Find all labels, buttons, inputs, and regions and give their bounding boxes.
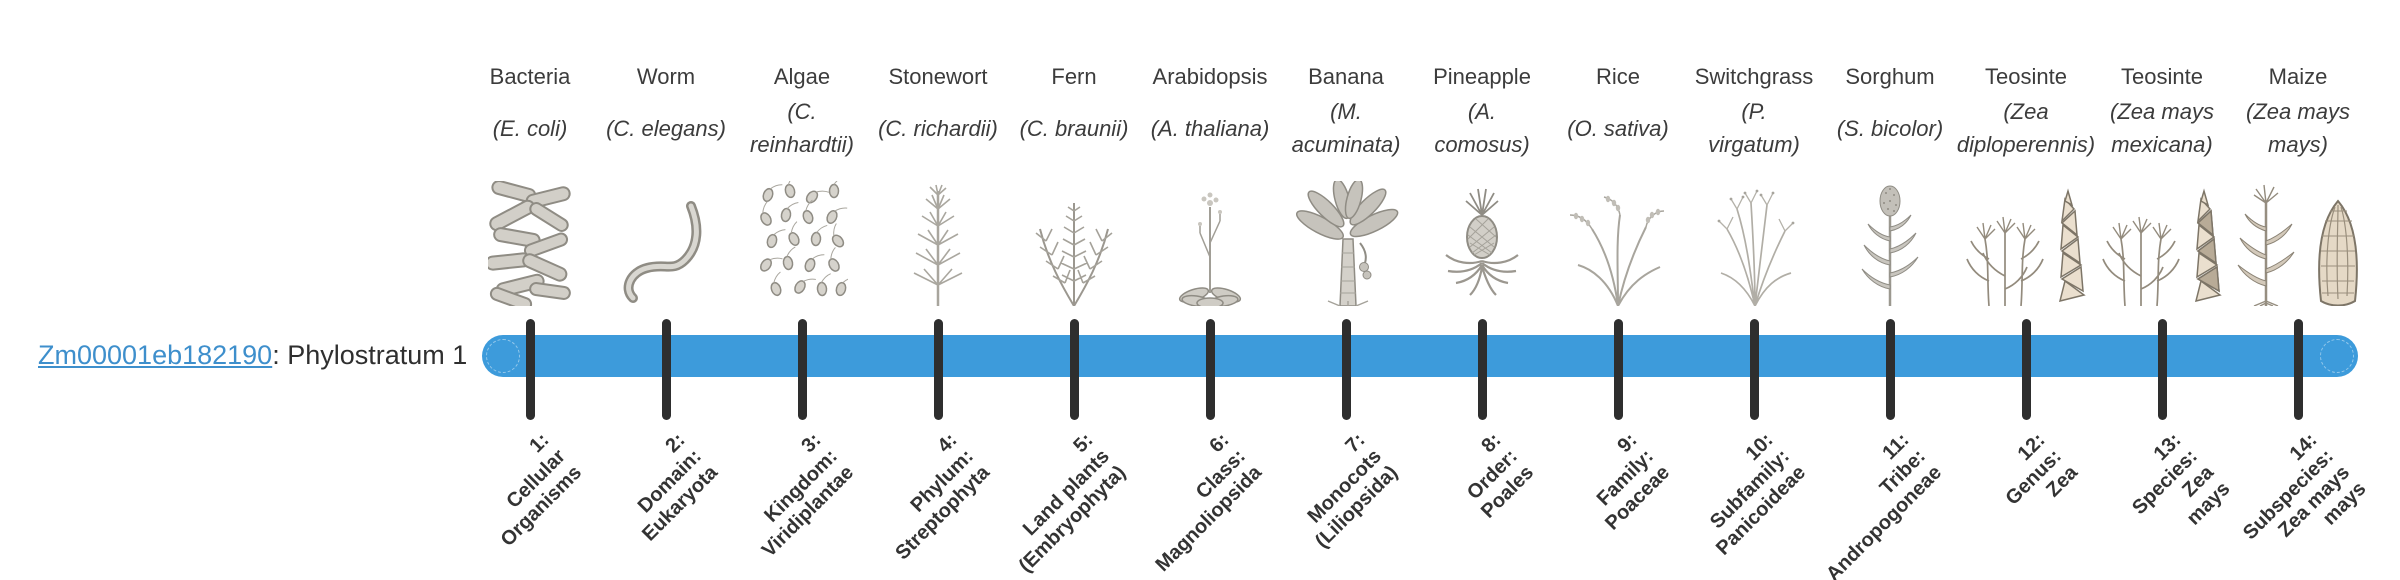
tick-8: [1478, 319, 1487, 420]
tick-7: [1342, 319, 1351, 420]
organism-column-sorghum: Sorghum (S. bicolor): [1810, 62, 1970, 306]
organism-scientific-name: (S. bicolor): [1836, 115, 1944, 141]
organism-column-rice: Rice (O. sativa): [1538, 62, 1698, 306]
organism-scientific-name: (M. acuminata): [1291, 99, 1401, 157]
pineapple-icon: [1444, 188, 1519, 296]
organism-scientific-name: (O. sativa): [1567, 115, 1669, 141]
tick-3: [798, 319, 807, 420]
organism-scientific-name: (E. coli): [492, 115, 568, 141]
tick-14: [2294, 319, 2303, 420]
tick-10: [1750, 319, 1759, 420]
organism-common-name: Worm: [636, 64, 696, 89]
organism-scientific-name: (A. comosus): [1434, 99, 1530, 157]
phylostratum-text: : Phylostratum 1: [272, 340, 468, 370]
tick-13: [2158, 319, 2167, 420]
organism-common-name: Arabidopsis: [1152, 64, 1268, 89]
arabidopsis-icon: [1178, 192, 1242, 306]
teosinte-icon: [2101, 190, 2221, 306]
banana-icon: [1295, 181, 1398, 306]
tick-6: [1206, 319, 1215, 420]
organism-column-arabidopsis: Arabidopsis (A. thaliana): [1130, 62, 1290, 306]
switchgrass-icon: [1717, 189, 1794, 306]
organism-scientific-name: (A. thaliana): [1150, 115, 1270, 141]
algae-icon: [756, 181, 848, 299]
organism-scientific-name: (Zea diploperennis): [1956, 99, 2096, 157]
organism-scientific-name: (Zea mays mexicana): [2110, 99, 2214, 157]
organism-scientific-name: (Zea mays mays): [2246, 99, 2350, 157]
timeline-bar: [482, 335, 2358, 377]
organism-column-teosinte-diploperennis: Teosinte (Zea diploperennis): [1946, 62, 2106, 306]
organism-common-name: Stonewort: [888, 64, 988, 89]
organism-column-bacteria: Bacteria (E. coli): [450, 62, 610, 306]
organism-common-name: Teosinte: [1985, 64, 2067, 89]
tick-2: [662, 319, 671, 420]
maize-icon: [2237, 184, 2358, 306]
organism-common-name: Switchgrass: [1694, 64, 1814, 89]
organism-column-maize: Maize (Zea mays mays): [2218, 62, 2378, 306]
teosinte-icon: [1965, 188, 2086, 306]
tick-1: [526, 319, 535, 420]
organism-column-pineapple: Pineapple (A. comosus): [1402, 62, 1562, 306]
organism-common-name: Pineapple: [1433, 64, 1531, 89]
worm-icon: [623, 201, 702, 303]
organism-column-banana: Banana (M. acuminata): [1266, 62, 1426, 306]
organism-common-name: Algae: [773, 64, 831, 89]
organism-common-name: Maize: [2268, 64, 2328, 89]
sorghum-icon: [1861, 185, 1918, 306]
gene-label: Zm00001eb182190: Phylostratum 1: [38, 338, 467, 372]
rice-icon: [1569, 195, 1665, 306]
organism-scientific-name: (C. braunii): [1019, 115, 1129, 141]
fern-icon: [1035, 203, 1113, 306]
organism-column-stonewort: Stonewort (C. richardii): [858, 62, 1018, 306]
tick-4: [934, 319, 943, 420]
organism-common-name: Rice: [1595, 64, 1640, 89]
tick-9: [1614, 319, 1623, 420]
organism-scientific-name: (C. elegans): [606, 115, 726, 141]
organism-column-fern: Fern (C. braunii): [994, 62, 1154, 306]
tick-5: [1070, 319, 1079, 420]
stonewort-icon: [913, 184, 963, 306]
bacteria-icon: [487, 181, 571, 306]
tick-12: [2022, 319, 2031, 420]
organism-scientific-name: (C. richardii): [878, 115, 998, 141]
organism-scientific-name: (P. virgatum): [1708, 99, 1800, 157]
organism-common-name: Teosinte: [2121, 64, 2203, 89]
organism-column-worm: Worm (C. elegans): [586, 62, 746, 306]
gene-id-link[interactable]: Zm00001eb182190: [38, 340, 273, 370]
organism-common-name: Bacteria: [489, 64, 571, 89]
organism-scientific-name: (C. reinhardtii): [750, 99, 854, 157]
organism-common-name: Sorghum: [1845, 64, 1935, 89]
tick-11: [1886, 319, 1895, 420]
organism-column-algae: Algae (C. reinhardtii): [722, 62, 882, 306]
organism-common-name: Fern: [1051, 64, 1097, 89]
organism-column-switchgrass: Switchgrass (P. virgatum): [1674, 62, 1834, 306]
organism-common-name: Banana: [1308, 64, 1384, 89]
organism-column-teosinte-mexicana: Teosinte (Zea mays mexicana): [2082, 62, 2242, 306]
